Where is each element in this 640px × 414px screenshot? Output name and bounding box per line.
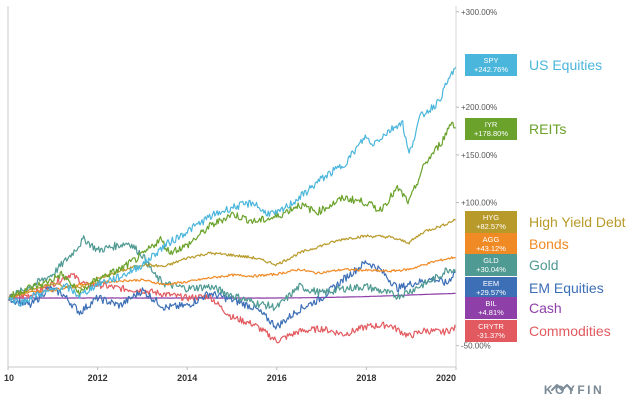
tag-change: +178.80%: [474, 129, 508, 138]
tag-change: +4.81%: [478, 308, 504, 317]
series-tags: SPY+242.76% US Equities IYR+178.80% REITs HY…: [465, 54, 626, 342]
asset-class-label: Cash: [529, 300, 562, 316]
y-tick-label: -50.00%: [461, 342, 491, 351]
series-tag-eem: EEM+29.57%: [465, 277, 517, 299]
series-tag-iyr: IYR+178.80%: [465, 118, 517, 140]
asset-class-label: Commodities: [529, 323, 611, 339]
tag-badge: [465, 320, 517, 342]
tag-change: +242.76%: [474, 65, 508, 74]
series-tag-hyg: HYG+82.57%: [465, 211, 517, 233]
x-tick-label: 2014: [177, 373, 197, 383]
y-tick-label: +200.00%: [461, 103, 497, 112]
series-line-spy: [7, 66, 457, 307]
x-axis: 10 2012 2014 2016 2018 2020: [4, 367, 457, 383]
y-tick-label: +150.00%: [461, 151, 497, 160]
series-line-crytr: [7, 272, 457, 344]
koyfin-logo-icon: [551, 384, 573, 391]
x-tick-label: 2012: [88, 373, 108, 383]
tag-change: +82.57%: [476, 222, 506, 231]
tag-ticker: BIL: [485, 299, 496, 308]
tag-badge: [465, 297, 517, 319]
series-tag-bil: BIL+4.81%: [465, 297, 517, 319]
y-axis: +300.00% +200.00% +150.00% +100.00% -50.00%: [7, 6, 497, 368]
tag-change: +29.57%: [476, 288, 506, 297]
series-line-iyr: [7, 121, 457, 300]
series-tag-agg: AGG+43.12%: [465, 233, 517, 255]
asset-class-label: US Equities: [529, 57, 602, 73]
tag-ticker: HYG: [483, 213, 499, 222]
tag-ticker: GLD: [483, 256, 499, 265]
tag-badge: [465, 233, 517, 255]
series-tag-crytr: CRYTR-31.37%: [465, 320, 517, 342]
tag-badge: [465, 211, 517, 233]
tag-badge: [465, 277, 517, 299]
asset-class-label: Gold: [529, 257, 559, 273]
series-tag-gld: GLD+30.04%: [465, 254, 517, 276]
asset-class-label: EM Equities: [529, 280, 604, 296]
tag-change: -31.37%: [477, 331, 505, 340]
series-line-gld: [7, 235, 457, 311]
tag-ticker: IYR: [485, 120, 498, 129]
tag-ticker: AGG: [483, 235, 500, 244]
series-line-bil: [8, 292, 456, 299]
tag-ticker: SPY: [483, 56, 498, 65]
brand-name: KOYFIN: [544, 383, 604, 397]
series-tag-spy: SPY+242.76%: [465, 54, 517, 76]
tag-badge: [465, 118, 517, 140]
tag-change: +43.12%: [476, 244, 506, 253]
series-line-hyg: [7, 218, 457, 299]
series-line-agg: [7, 256, 457, 299]
asset-class-label: REITs: [529, 121, 566, 137]
x-tick-label: 2018: [356, 373, 376, 383]
tag-badge: [465, 54, 517, 76]
y-tick-label: +300.00%: [461, 8, 497, 17]
tag-ticker: EEM: [483, 279, 499, 288]
series-line-eem: [7, 260, 457, 330]
x-tick-label: 2016: [267, 373, 287, 383]
asset-class-label: Bonds: [529, 236, 569, 252]
plot-area: [7, 66, 457, 344]
x-tick-label: 2020: [436, 373, 456, 383]
tag-badge: [465, 254, 517, 276]
tag-ticker: CRYTR: [478, 322, 504, 331]
y-tick-label: +100.00%: [461, 199, 497, 208]
tag-change: +30.04%: [476, 265, 506, 274]
x-tick-label: 10: [4, 373, 14, 383]
asset-class-label: High Yield Debt: [529, 214, 626, 230]
brand-logo: KOYFIN: [544, 383, 604, 397]
